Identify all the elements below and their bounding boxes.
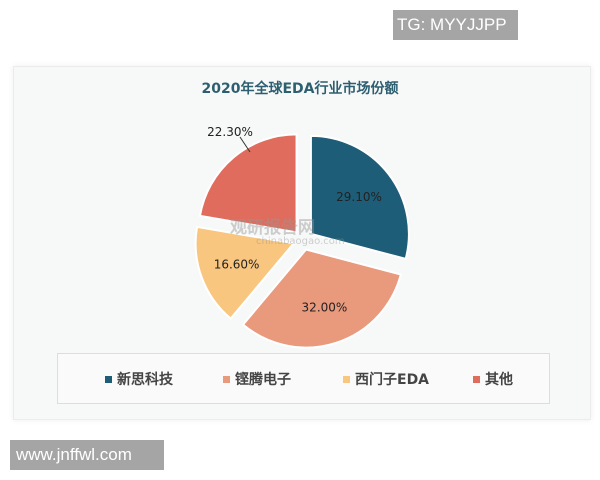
legend-label: 西门子EDA (355, 372, 430, 388)
logo-watermark: 观研报告网 (230, 218, 315, 238)
legend-swatch (223, 375, 230, 383)
pie-slice (241, 248, 403, 349)
legend-swatch (105, 375, 112, 383)
watermark-tg: TG: MYYJJPP (393, 10, 518, 40)
legend-swatch (473, 375, 480, 383)
watermark-url: www.jnffwl.com (10, 440, 164, 470)
legend-item: 西门子EDA (343, 369, 429, 389)
data-label: 22.30% (207, 125, 253, 139)
legend-label: 新思科技 (117, 372, 173, 388)
legend-item: 其他 (473, 369, 513, 389)
legend-label: 其他 (485, 372, 513, 388)
data-label: 32.00% (302, 300, 348, 314)
logo-watermark-url: chinabaogao.com (256, 236, 345, 247)
pie-slice (198, 133, 298, 234)
pie-slice (309, 134, 410, 261)
data-label: 16.60% (214, 257, 260, 271)
leader-line (239, 136, 251, 153)
legend: 新思科技 铿腾电子 西门子EDA 其他 (57, 353, 550, 404)
chart-title: 2020年全球EDA行业市场份额 (201, 81, 399, 97)
pie-slice (194, 225, 296, 320)
legend-item: 铿腾电子 (223, 369, 291, 389)
legend-label: 铿腾电子 (235, 372, 291, 388)
legend-item: 新思科技 (105, 369, 173, 389)
data-label: 29.10% (336, 190, 382, 204)
legend-swatch (343, 375, 350, 383)
